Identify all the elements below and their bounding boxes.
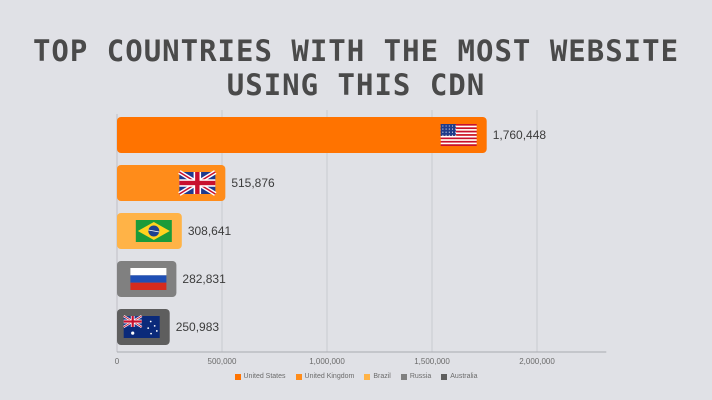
legend-label: United States (243, 373, 286, 380)
legend-swatch (234, 373, 241, 380)
russia-flag-icon (130, 268, 167, 290)
legend-item: United Kingdom (295, 373, 355, 380)
x-tick-label: 2,000,000 (519, 357, 555, 366)
x-tick-label: 500,000 (208, 357, 237, 366)
legend-swatch (364, 373, 371, 380)
legend-label: United Kingdom (304, 373, 355, 380)
legend-swatch (295, 373, 302, 380)
us-flag-icon (440, 124, 477, 146)
australia-flag-icon (123, 315, 160, 338)
bar-value-label: 515,876 (231, 176, 275, 190)
x-tick-label: 1,500,000 (414, 357, 450, 366)
bar (117, 117, 487, 153)
legend-swatch (400, 373, 407, 380)
legend-swatch (441, 373, 448, 380)
chart-title: TOP COUNTRIES WITH THE MOST WEBSITE USIN… (32, 34, 680, 102)
bar-value-label: 308,641 (188, 224, 232, 238)
legend-label: Brazil (373, 373, 391, 380)
bar-value-label: 1,760,448 (493, 128, 547, 142)
bar-value-label: 282,831 (182, 272, 226, 286)
legend-item: Russia (400, 373, 432, 380)
legend-item: Brazil (364, 373, 391, 380)
chart-legend: United States United Kingdom Brazil Russia A… (0, 373, 712, 380)
x-tick-label: 0 (115, 357, 120, 366)
legend-item: United States (234, 373, 286, 380)
brazil-flag-icon (135, 220, 172, 242)
legend-label: Australia (450, 373, 478, 380)
x-tick-label: 1,000,000 (309, 357, 345, 366)
bar-value-label: 250,983 (176, 320, 220, 334)
legend-item: Australia (441, 373, 478, 380)
uk-flag-icon (178, 170, 217, 196)
legend-label: Russia (409, 373, 432, 380)
